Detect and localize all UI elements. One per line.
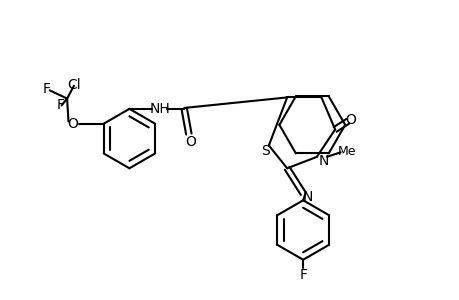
Text: Me: Me [336,145,355,158]
Text: S: S [260,144,269,158]
Text: F: F [42,82,50,96]
Text: N: N [318,154,328,167]
Text: O: O [67,117,78,131]
Text: F: F [56,98,64,112]
Text: N: N [302,190,312,204]
Text: F: F [298,268,307,282]
Text: O: O [185,135,196,149]
Text: Cl: Cl [67,78,81,92]
Text: NH: NH [149,102,170,116]
Text: O: O [345,113,356,127]
